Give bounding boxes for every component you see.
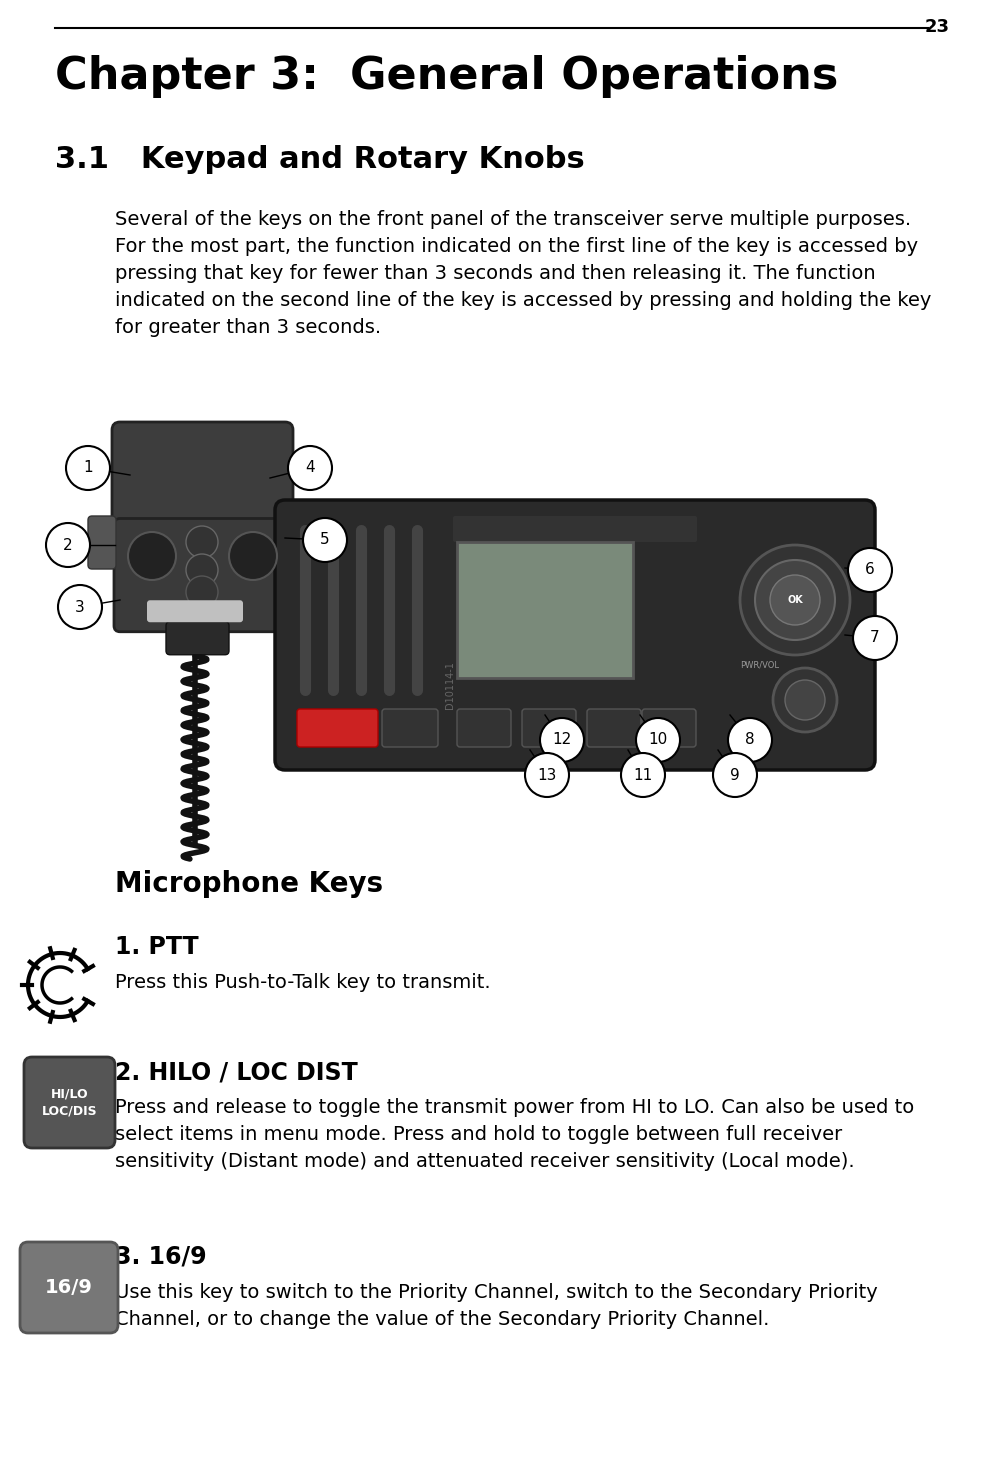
- Circle shape: [288, 446, 332, 490]
- Circle shape: [770, 575, 820, 625]
- Text: ▼: ▼: [200, 568, 204, 574]
- Text: indicated on the second line of the key is accessed by pressing and holding the : indicated on the second line of the key …: [115, 290, 931, 310]
- FancyBboxPatch shape: [587, 709, 641, 747]
- FancyBboxPatch shape: [147, 600, 243, 622]
- FancyBboxPatch shape: [453, 516, 697, 541]
- Text: 16/9: 16/9: [194, 588, 210, 596]
- FancyBboxPatch shape: [114, 518, 291, 632]
- FancyBboxPatch shape: [24, 1058, 115, 1149]
- FancyBboxPatch shape: [20, 1243, 118, 1334]
- FancyBboxPatch shape: [166, 622, 229, 654]
- Circle shape: [740, 546, 850, 654]
- Text: 3. 16/9: 3. 16/9: [115, 1245, 206, 1269]
- Text: 16/9: 16/9: [45, 1278, 93, 1297]
- Text: select items in menu mode. Press and hold to toggle between full receiver: select items in menu mode. Press and hol…: [115, 1125, 842, 1144]
- Text: 1. PTT: 1. PTT: [115, 934, 199, 959]
- Text: OK: OK: [787, 596, 803, 604]
- Circle shape: [186, 555, 218, 585]
- Text: 7: 7: [870, 631, 880, 645]
- FancyBboxPatch shape: [642, 709, 696, 747]
- Circle shape: [728, 717, 772, 761]
- Text: Chapter 3:  General Operations: Chapter 3: General Operations: [55, 54, 838, 98]
- FancyBboxPatch shape: [457, 541, 633, 678]
- Text: SQ: SQ: [664, 723, 674, 732]
- Circle shape: [636, 717, 680, 761]
- Text: 23: 23: [925, 18, 950, 37]
- Text: 4: 4: [305, 461, 315, 475]
- Text: CH: CH: [197, 553, 207, 559]
- Text: 10: 10: [649, 732, 667, 748]
- Text: pressing that key for fewer than 3 seconds and then releasing it. The function: pressing that key for fewer than 3 secon…: [115, 264, 876, 283]
- Text: CLR
WX: CLR WX: [542, 719, 556, 738]
- Text: Use this key to switch to the Priority Channel, switch to the Secondary Priority: Use this key to switch to the Priority C…: [115, 1284, 878, 1303]
- Text: sensitivity (Distant mode) and attenuated receiver sensitivity (Local mode).: sensitivity (Distant mode) and attenuate…: [115, 1152, 854, 1171]
- Text: 1: 1: [84, 461, 92, 475]
- FancyBboxPatch shape: [522, 709, 576, 747]
- Text: 3.1   Keypad and Rotary Knobs: 3.1 Keypad and Rotary Knobs: [55, 145, 585, 175]
- Text: 16/9: 16/9: [399, 723, 421, 734]
- Text: Several of the keys on the front panel of the transceiver serve multiple purpose: Several of the keys on the front panel o…: [115, 210, 911, 229]
- Text: SAVE: SAVE: [243, 557, 263, 563]
- Text: HI/LO
LOC/DIS: HI/LO LOC/DIS: [41, 1087, 97, 1118]
- FancyBboxPatch shape: [297, 709, 378, 747]
- Text: Raymarine: Raymarine: [545, 525, 606, 535]
- Circle shape: [785, 681, 825, 720]
- Text: 12: 12: [552, 732, 572, 748]
- Circle shape: [773, 667, 837, 732]
- Text: LOC/DIS: LOC/DIS: [137, 557, 167, 563]
- Text: for greater than 3 seconds.: for greater than 3 seconds.: [115, 318, 381, 337]
- Text: 6: 6: [865, 562, 875, 578]
- Text: Channel, or to change the value of the Secondary Priority Channel.: Channel, or to change the value of the S…: [115, 1310, 770, 1329]
- Text: 3: 3: [75, 600, 85, 615]
- Text: For the most part, the function indicated on the first line of the key is access: For the most part, the function indicate…: [115, 238, 918, 257]
- Text: MENU
DSC: MENU DSC: [603, 719, 625, 738]
- Text: 11: 11: [633, 767, 653, 782]
- Text: 8: 8: [745, 732, 755, 748]
- Circle shape: [303, 518, 347, 562]
- Circle shape: [66, 446, 110, 490]
- Circle shape: [853, 616, 897, 660]
- Text: SCAN: SCAN: [243, 549, 263, 555]
- Text: D10114-1: D10114-1: [445, 662, 455, 709]
- FancyBboxPatch shape: [275, 500, 875, 770]
- Circle shape: [186, 577, 218, 607]
- FancyBboxPatch shape: [457, 709, 511, 747]
- Text: DISTRESS: DISTRESS: [315, 723, 360, 732]
- Text: 5: 5: [320, 533, 330, 547]
- Text: 13: 13: [538, 767, 556, 782]
- Text: RAY49 VHF RADIO: RAY49 VHF RADIO: [501, 685, 589, 695]
- Circle shape: [128, 533, 176, 579]
- Text: HI/LO: HI/LO: [142, 549, 162, 555]
- Text: ▲: ▲: [200, 538, 204, 546]
- FancyBboxPatch shape: [112, 422, 293, 562]
- Circle shape: [46, 524, 90, 568]
- Text: Press and release to toggle the transmit power from HI to LO. Can also be used t: Press and release to toggle the transmit…: [115, 1097, 914, 1116]
- Circle shape: [848, 549, 892, 593]
- FancyBboxPatch shape: [88, 516, 116, 569]
- Text: 2: 2: [63, 537, 73, 553]
- Circle shape: [755, 560, 835, 640]
- Circle shape: [713, 753, 757, 797]
- Text: PWR/VOL: PWR/VOL: [740, 660, 780, 669]
- Circle shape: [540, 717, 584, 761]
- Circle shape: [58, 585, 102, 629]
- Circle shape: [621, 753, 665, 797]
- FancyBboxPatch shape: [382, 709, 438, 747]
- Text: DW
TRI: DW TRI: [478, 719, 491, 738]
- Text: 9: 9: [730, 767, 740, 782]
- Circle shape: [525, 753, 569, 797]
- Text: 2. HILO / LOC DIST: 2. HILO / LOC DIST: [115, 1061, 358, 1084]
- Circle shape: [229, 533, 277, 579]
- Circle shape: [186, 527, 218, 557]
- Text: Press this Push-to-Talk key to transmit.: Press this Push-to-Talk key to transmit.: [115, 973, 491, 992]
- Text: CH: CH: [793, 519, 807, 530]
- Text: Microphone Keys: Microphone Keys: [115, 870, 383, 898]
- Text: Raymarine: Raymarine: [176, 609, 214, 615]
